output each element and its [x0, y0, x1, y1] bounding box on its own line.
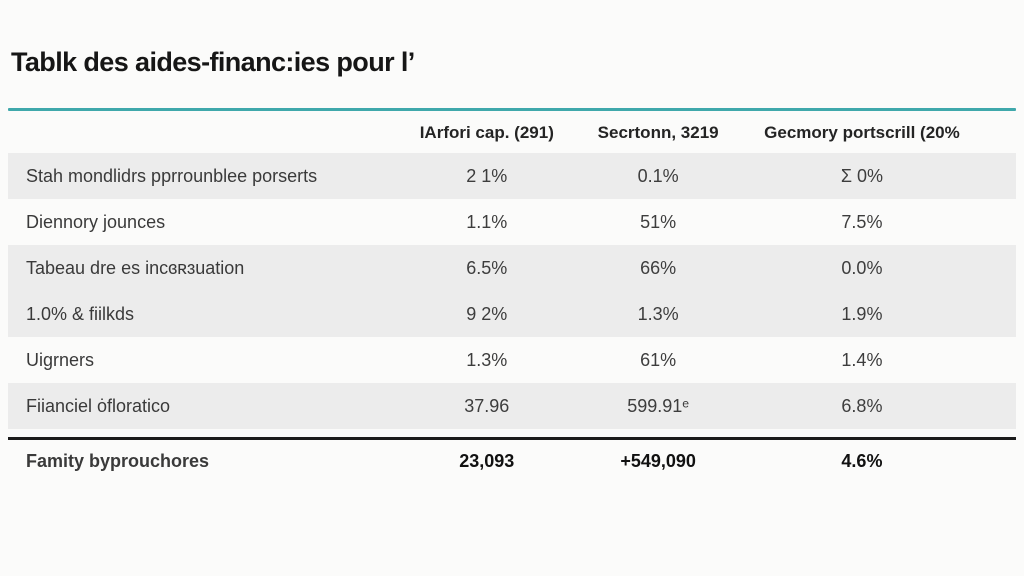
header-row: IArfori cap. (291) Secrtonn, 3219 Gecmor…	[8, 113, 1016, 153]
spacer-row	[8, 429, 1016, 439]
financial-aid-table: IArfori cap. (291) Secrtonn, 3219 Gecmor…	[8, 113, 1016, 482]
row-value: 0.1%	[637, 165, 679, 186]
row-value: 1.4%	[841, 349, 883, 370]
footer-value: +549,090	[562, 437, 754, 482]
header-cell-col1: IArfori cap. (291)	[419, 123, 554, 142]
table-row: Uigrners 1.3% 61% 1.4%	[8, 337, 1016, 383]
row-label: Uigrners	[26, 349, 95, 370]
row-value: Ʃ 0%	[840, 165, 884, 186]
row-value: 6.5%	[466, 257, 508, 278]
row-value: 37.96	[464, 395, 510, 416]
row-value: 51%	[640, 211, 677, 232]
row-value: 61%	[640, 349, 677, 370]
table-header: IArfori cap. (291) Secrtonn, 3219 Gecmor…	[8, 113, 1016, 153]
table-body: Stah mondlidrs pprrounblee porserts 2 1%…	[8, 153, 1016, 439]
table-footer: Famity byprouchores 23,093 +549,090 4.6%	[8, 437, 1016, 482]
row-value: 66%	[640, 257, 677, 278]
row-value: 1.9%	[841, 303, 883, 324]
table-row: Stah mondlidrs pprrounblee porserts 2 1%…	[8, 153, 1016, 199]
row-label: Stah mondlidrs pprrounblee porserts	[26, 165, 318, 186]
row-label: Diennory jounces	[26, 211, 166, 232]
row-value: 1.3%	[466, 349, 508, 370]
row-value: 6.8%	[841, 395, 883, 416]
header-cell-col3: Gecmory portscrill (20%	[764, 123, 960, 142]
footer-row: Famity byprouchores 23,093 +549,090 4.6%	[8, 437, 1016, 482]
table-row: Tabeau dre es incɞʀɜuation 6.5% 66% 0.0%	[8, 245, 1016, 291]
header-cell-col2: Secrtonn, 3219	[597, 123, 719, 142]
accent-divider	[8, 108, 1016, 111]
table-row: Fiianciel ȯfloratico 37.96 599.91ᵉ 6.8%	[8, 383, 1016, 429]
row-value: 2 1%	[466, 165, 508, 186]
row-label: Fiianciel ȯfloratico	[26, 395, 171, 416]
footer-value: 23,093	[411, 437, 563, 482]
table-row: 1.0% & fiilkds 9 2% 1.3% 1.9%	[8, 291, 1016, 337]
page-title: Tablk des aides-financ:ies pour l’	[11, 47, 415, 77]
spacer-cell	[8, 429, 1016, 439]
row-value: 1.3%	[637, 303, 679, 324]
row-label: Tabeau dre es incɞʀɜuation	[26, 257, 245, 278]
row-value: 599.91ᵉ	[627, 395, 689, 416]
row-value: 1.1%	[466, 211, 508, 232]
header-cell-empty	[8, 113, 411, 153]
row-label: 1.0% & fiilkds	[26, 303, 135, 324]
footer-label: Famity byprouchores	[8, 437, 412, 482]
row-value: 9 2%	[466, 303, 508, 324]
table-row: Diennory jounces 1.1% 51% 7.5%	[8, 199, 1016, 245]
footer-value: 4.6%	[753, 437, 1016, 482]
row-value: 7.5%	[841, 211, 883, 232]
row-value: 0.0%	[841, 257, 883, 278]
